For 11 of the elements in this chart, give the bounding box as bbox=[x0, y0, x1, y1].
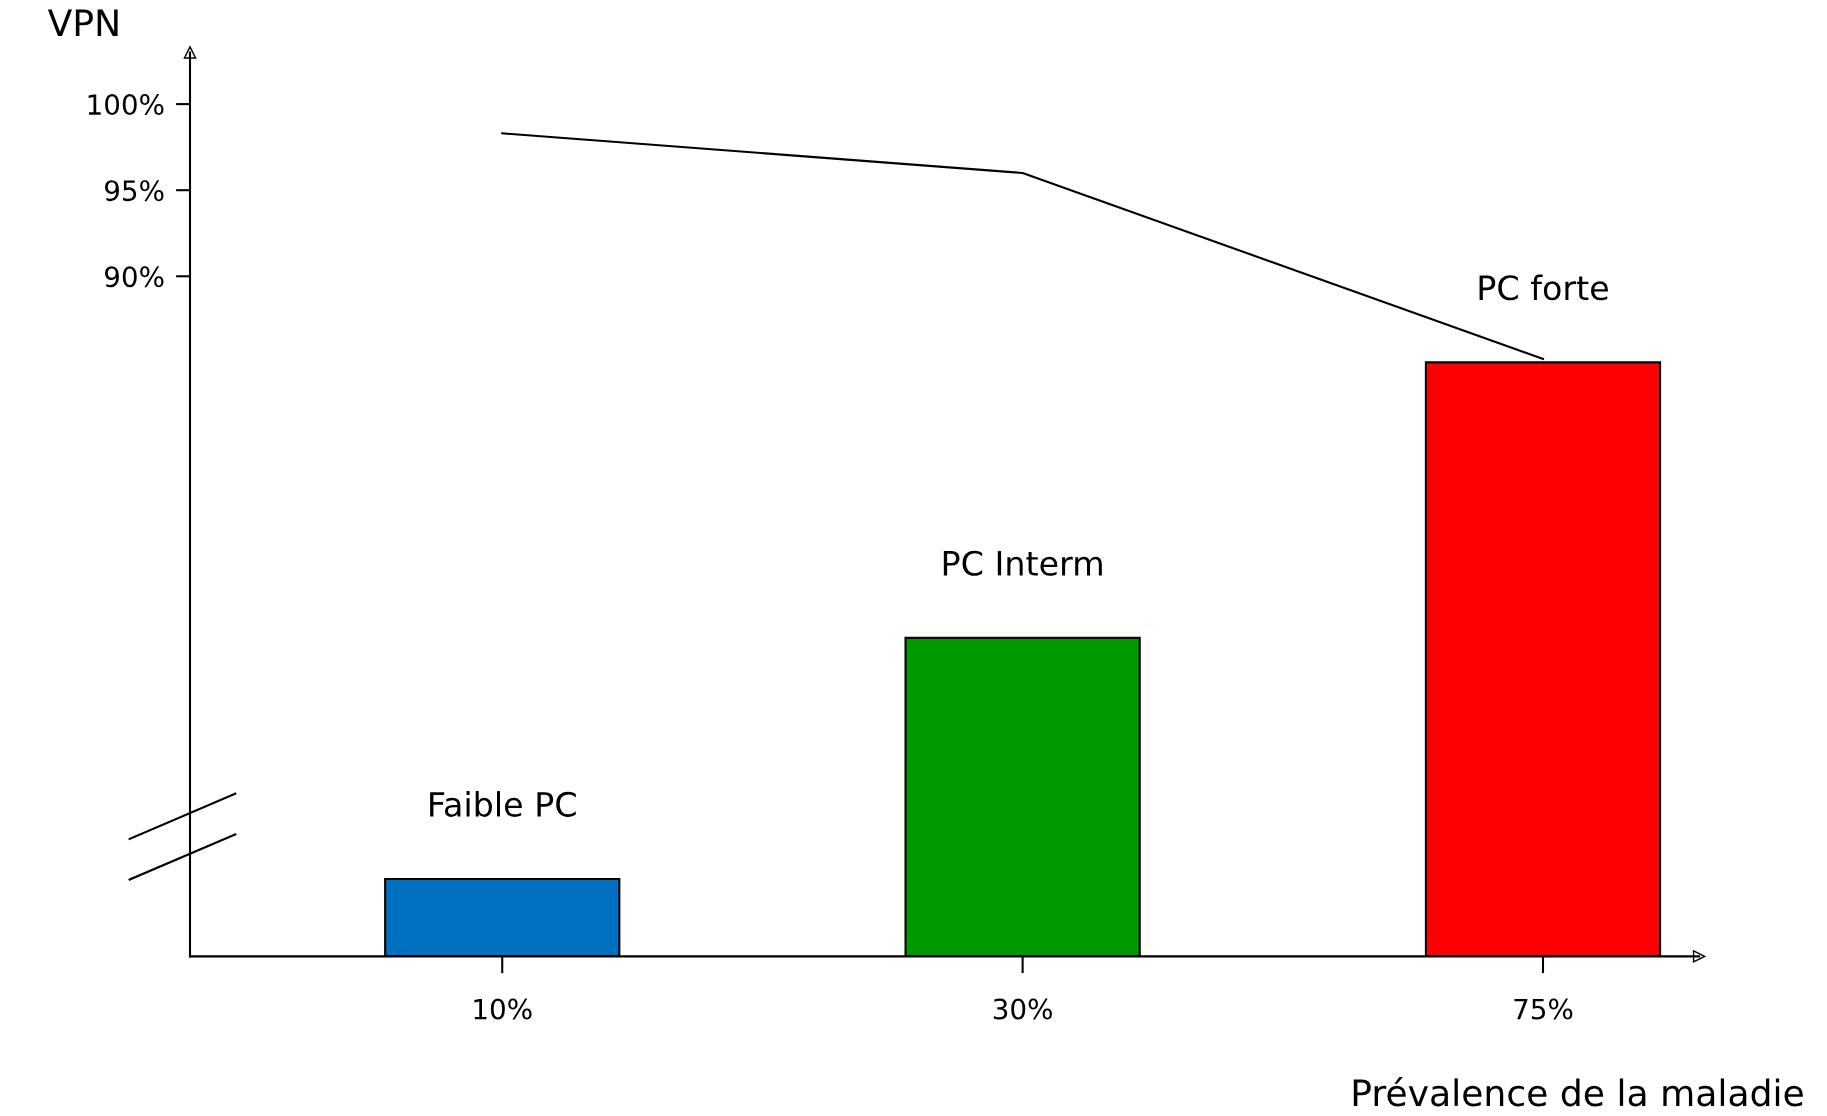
annotation: PC Interm bbox=[943, 550, 1102, 576]
x-tick-label: 30% bbox=[993, 998, 1052, 1020]
x-axis-title: Prévalence de la maladie bbox=[1353, 1077, 1803, 1107]
x-tick-label: 10% bbox=[474, 998, 532, 1020]
annotation: Faible PC bbox=[430, 791, 576, 817]
y-tick-label: 95% bbox=[105, 180, 164, 202]
x-tick-label: 75% bbox=[1514, 998, 1573, 1020]
y-tick-label: 100% bbox=[88, 94, 164, 116]
annotation: PC forte bbox=[1479, 274, 1608, 301]
y-tick-label: 90% bbox=[105, 266, 164, 288]
y-axis-title: VPN bbox=[47, 9, 118, 36]
